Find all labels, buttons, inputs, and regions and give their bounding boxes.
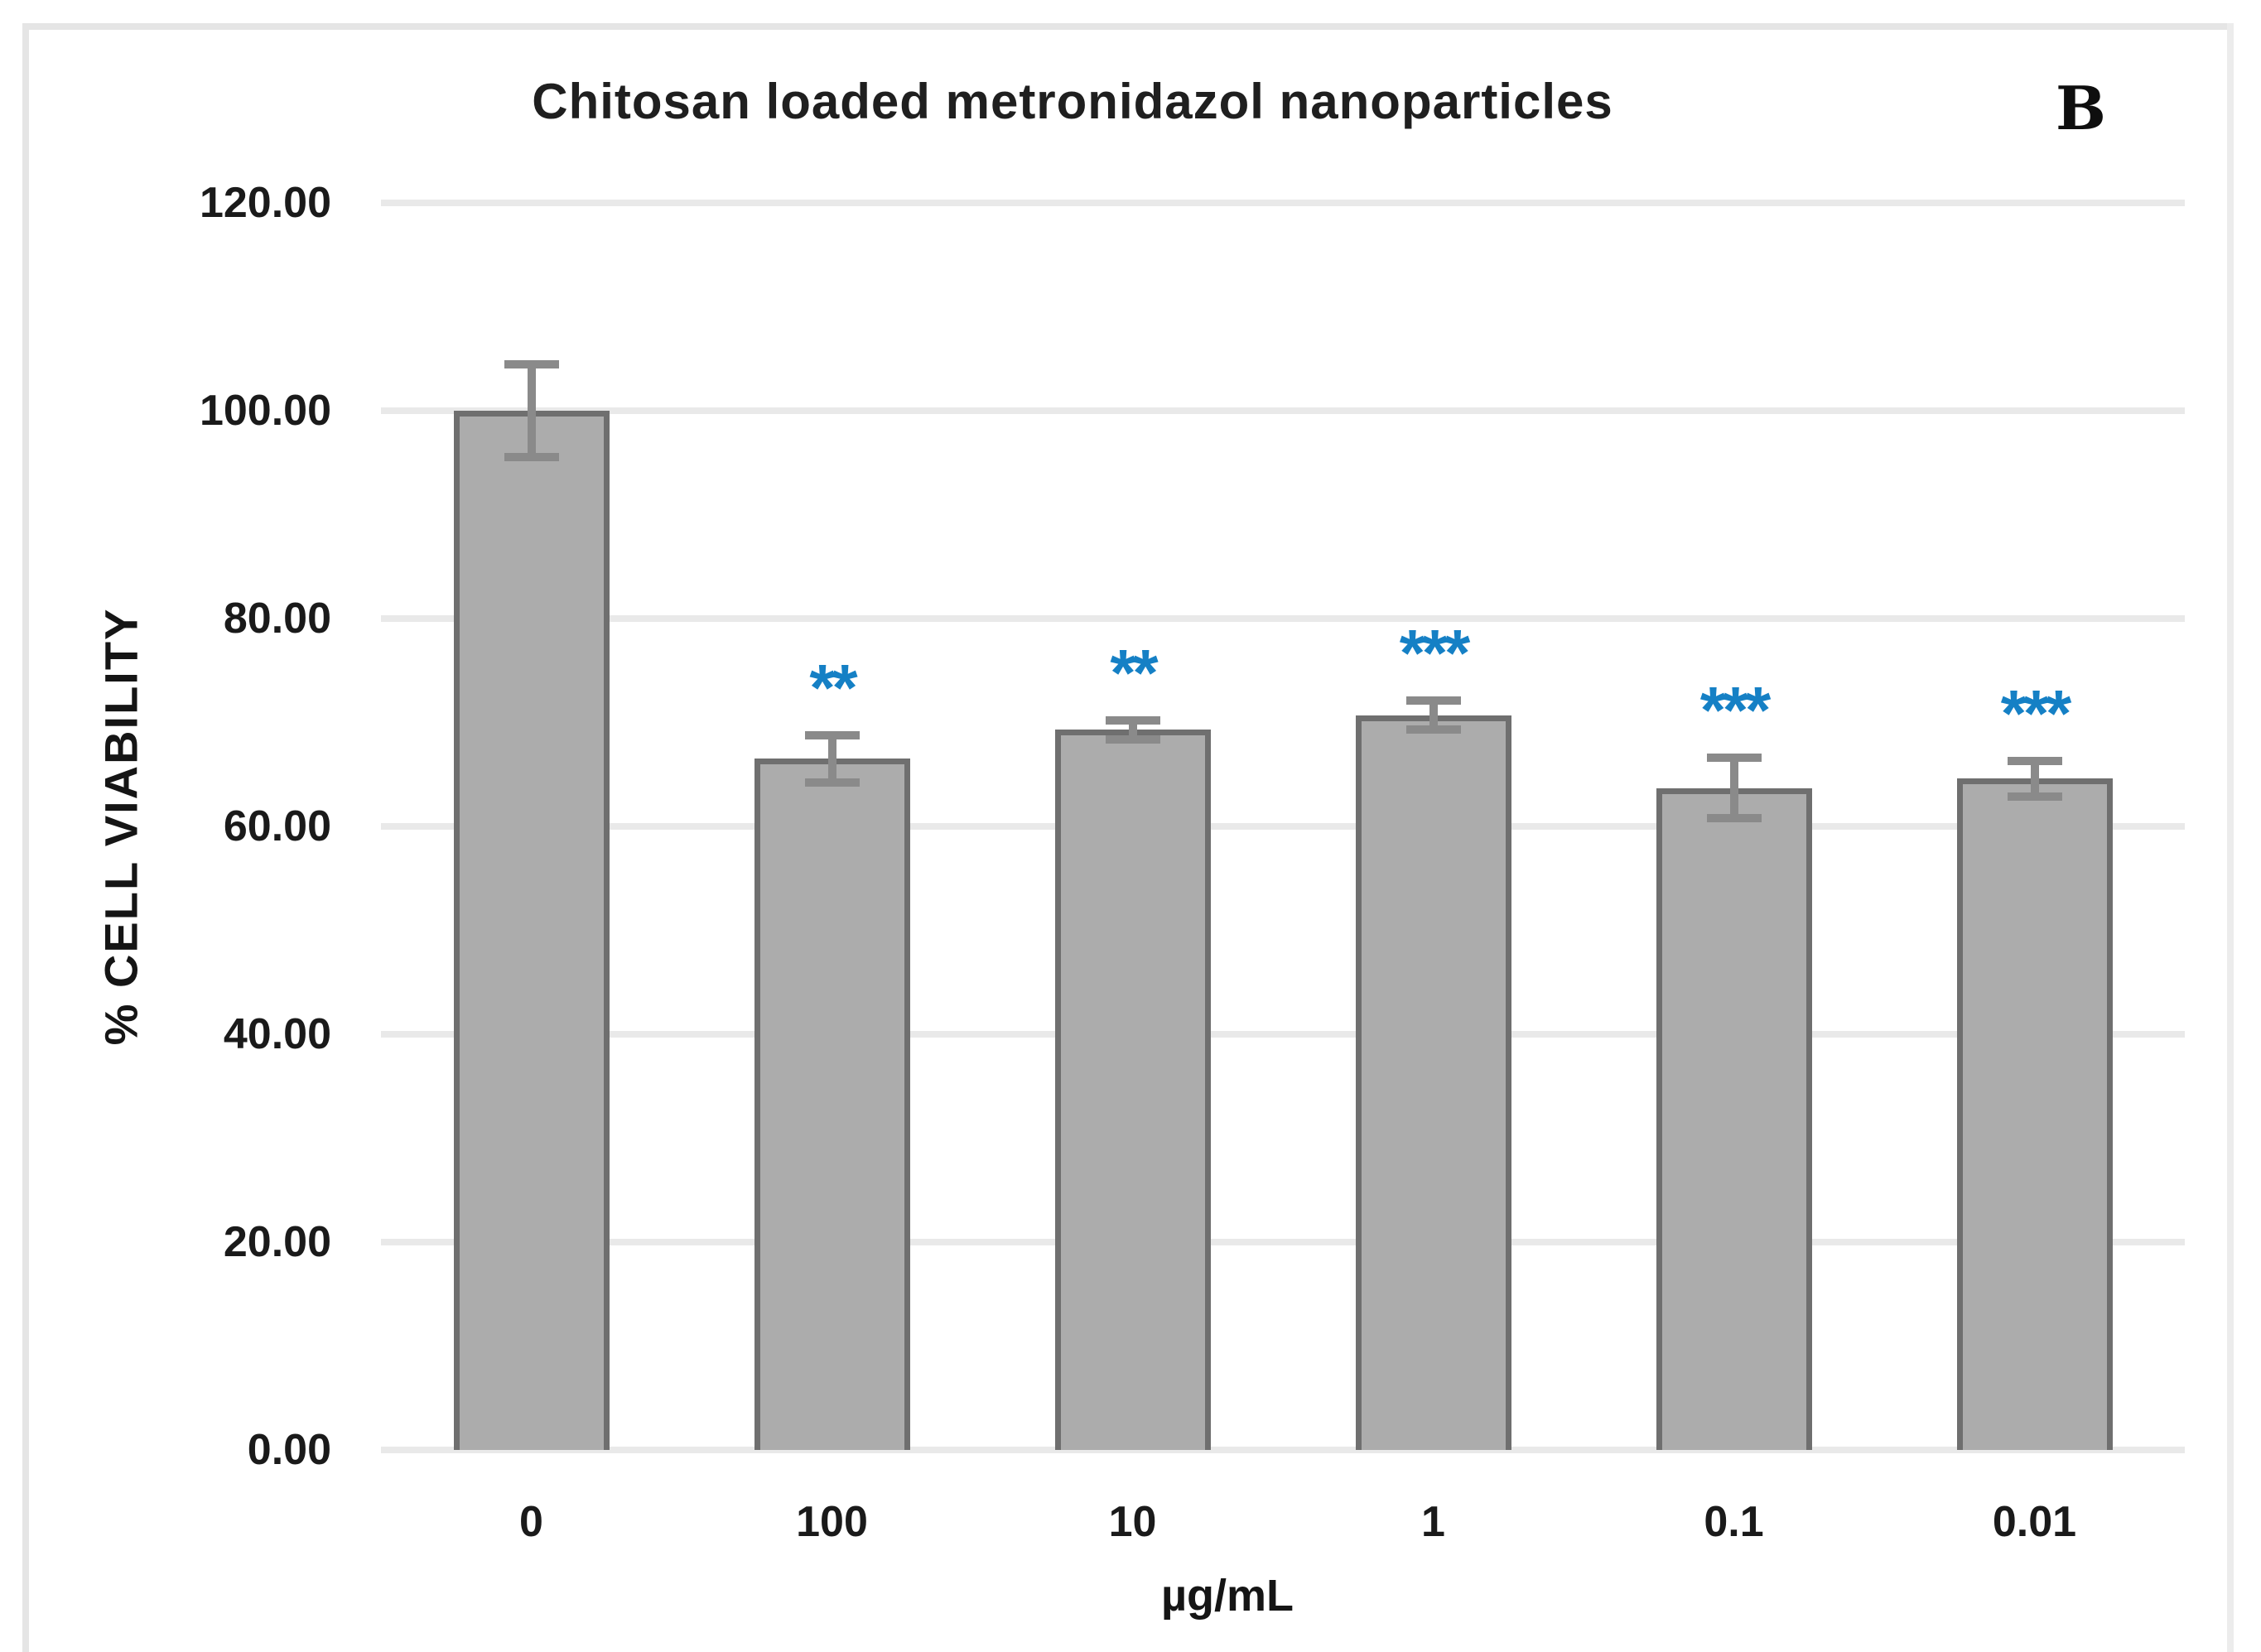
error-bar-cap-top	[1706, 754, 1762, 763]
significance-marker: ***	[1399, 616, 1470, 691]
significance-marker: ***	[1699, 673, 1771, 748]
frame-border-top	[22, 23, 2234, 30]
gridline	[381, 1031, 2185, 1038]
significance-marker: **	[1110, 635, 1158, 710]
error-bar	[1429, 701, 1438, 730]
bar	[754, 759, 910, 1450]
y-axis-tick-label: 80.00	[223, 595, 331, 643]
x-axis-title: µg/mL	[1160, 1571, 1294, 1621]
error-bar-cap-bottom	[504, 453, 559, 462]
chart-title: Chitosan loaded metronidazol nanoparticl…	[532, 74, 1613, 129]
gridline	[381, 200, 2185, 206]
x-axis-tick-label: 10	[1108, 1498, 1157, 1546]
frame-border-left	[22, 23, 29, 1652]
panel-label: B	[2056, 73, 2106, 143]
error-bar-cap-bottom	[2007, 792, 2062, 801]
gridline	[381, 1239, 2185, 1245]
error-bar	[827, 734, 836, 783]
y-axis-tick-label: 20.00	[223, 1218, 331, 1266]
error-bar-cap-bottom	[1706, 813, 1762, 822]
error-bar-cap-top	[1105, 715, 1160, 725]
error-bar-cap-top	[804, 730, 860, 739]
error-bar-cap-top	[2007, 756, 2062, 765]
significance-marker: ***	[2000, 676, 2071, 750]
x-axis-tick-label: 0.1	[1704, 1498, 1764, 1546]
bar	[1054, 730, 1211, 1450]
bar	[453, 411, 610, 1450]
y-axis-tick-label: 40.00	[223, 1010, 331, 1058]
x-axis-tick-label: 0	[519, 1498, 543, 1546]
frame-border-right	[2227, 23, 2234, 1652]
y-axis-tick-label: 120.00	[199, 179, 331, 227]
bar	[1956, 778, 2113, 1450]
error-bar-cap-top	[504, 359, 559, 368]
x-axis-tick-label: 100	[796, 1498, 868, 1546]
x-axis-tick-label: 0.01	[1992, 1498, 2077, 1546]
y-axis-tick-label: 60.00	[223, 802, 331, 850]
error-bar	[527, 364, 536, 458]
error-bar-cap-top	[1405, 696, 1461, 706]
gridline	[381, 1447, 2185, 1453]
error-bar-cap-bottom	[1405, 725, 1461, 734]
x-axis-tick-label: 1	[1421, 1498, 1445, 1546]
bar	[1656, 787, 1812, 1450]
gridline	[381, 615, 2185, 622]
error-bar-cap-bottom	[804, 778, 860, 787]
gridline	[381, 407, 2185, 414]
error-bar	[2030, 760, 2039, 797]
gridline	[381, 823, 2185, 830]
significance-marker: **	[809, 650, 857, 725]
y-axis-tick-label: 0.00	[247, 1426, 331, 1474]
bar	[1355, 715, 1511, 1450]
error-bar	[1128, 720, 1137, 739]
error-bar	[1729, 758, 1738, 818]
y-axis-tick-label: 100.00	[199, 387, 331, 435]
error-bar-cap-bottom	[1105, 734, 1160, 744]
